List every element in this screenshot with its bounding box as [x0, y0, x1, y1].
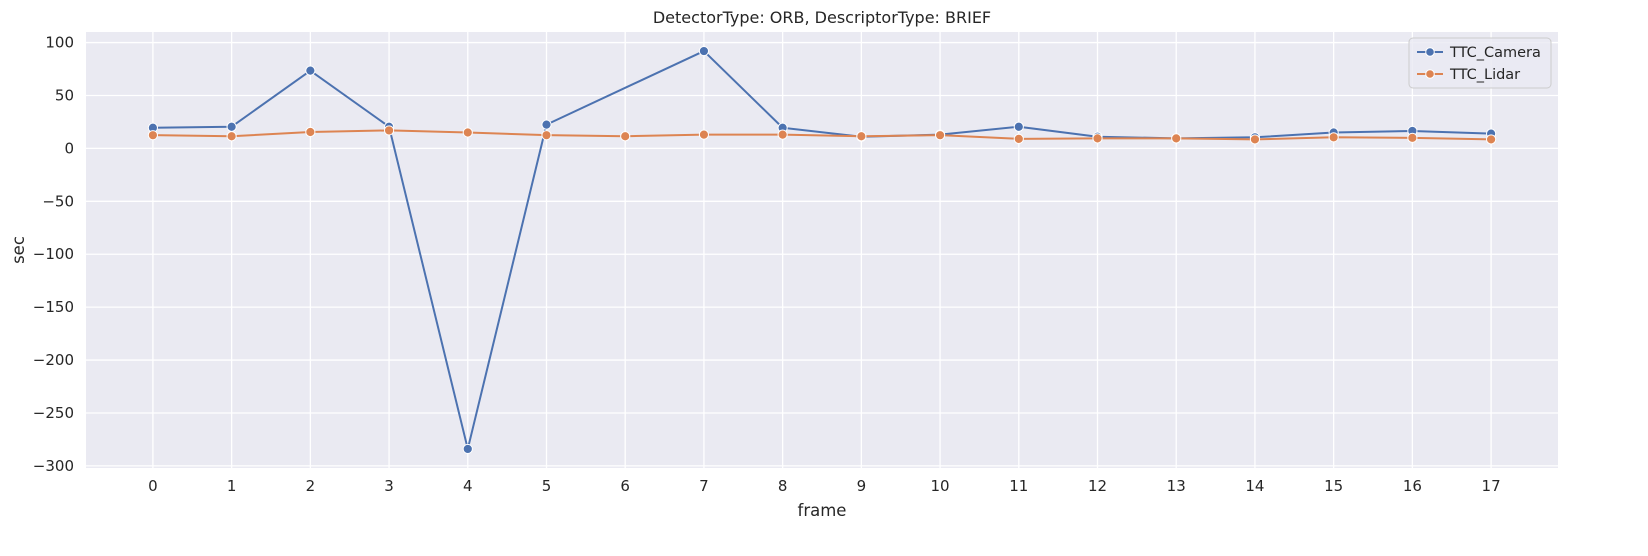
y-tick-label: 50	[55, 86, 74, 104]
y-tick-label: −100	[33, 245, 74, 263]
data-point	[856, 131, 867, 142]
y-tick-label: −200	[33, 351, 74, 369]
legend-item: TTC_Camera	[1417, 45, 1541, 61]
data-point	[1013, 121, 1024, 132]
x-tick-label: 15	[1324, 477, 1343, 495]
x-tick-label: 7	[699, 477, 709, 495]
x-tick-label: 4	[463, 477, 473, 495]
legend: TTC_Camera TTC_Lidar	[1408, 37, 1552, 89]
y-tick-label: −250	[33, 404, 74, 422]
legend-box	[1408, 37, 1552, 89]
grid	[86, 32, 1558, 468]
data-point	[1249, 134, 1261, 145]
data-point	[1407, 132, 1418, 143]
x-tick-label: 5	[542, 477, 552, 495]
legend-marker	[1425, 69, 1435, 79]
y-axis-label: sec	[9, 236, 28, 264]
data-point	[305, 65, 316, 76]
x-tick-label: 3	[384, 477, 394, 495]
x-tick-label: 14	[1245, 477, 1264, 495]
x-axis-ticks: 0 1 2 3 4 5 6 7 8 9 10 11 12 13 14 15 16 17	[148, 477, 1501, 495]
x-tick-label: 13	[1167, 477, 1186, 495]
x-tick-label: 0	[148, 477, 158, 495]
x-tick-label: 2	[306, 477, 316, 495]
x-tick-label: 9	[857, 477, 867, 495]
x-axis-label: frame	[798, 501, 847, 520]
x-tick-label: 8	[778, 477, 788, 495]
data-point	[541, 130, 552, 141]
legend-marker	[1425, 47, 1435, 57]
x-tick-label: 10	[931, 477, 950, 495]
chart-title: DetectorType: ORB, DescriptorType: BRIEF	[653, 8, 991, 27]
y-axis-ticks: 100 50 0 −50 −100 −150 −200 −250 −300	[33, 34, 74, 475]
series-ttc-lidar	[147, 125, 1497, 145]
data-point	[1328, 132, 1339, 143]
x-tick-label: 12	[1088, 477, 1107, 495]
data-point	[698, 45, 710, 57]
series-line	[152, 129, 1492, 141]
y-tick-label: −150	[33, 298, 74, 316]
x-tick-label: 17	[1482, 477, 1501, 495]
legend-label: TTC_Camera	[1449, 45, 1541, 61]
data-point	[777, 129, 788, 140]
data-point	[226, 121, 237, 132]
data-point	[1485, 134, 1497, 145]
data-point	[1171, 133, 1182, 144]
data-point	[305, 126, 316, 138]
y-tick-label: 0	[64, 139, 74, 157]
x-tick-label: 11	[1009, 477, 1028, 495]
data-point	[1013, 133, 1024, 144]
data-point	[620, 131, 631, 142]
x-tick-label: 1	[227, 477, 237, 495]
series-layer	[147, 45, 1497, 455]
data-point	[147, 130, 159, 141]
data-point	[383, 125, 395, 136]
data-point	[934, 130, 946, 141]
x-tick-label: 6	[620, 477, 630, 495]
y-tick-label: −300	[33, 457, 74, 475]
plot-area	[86, 32, 1558, 468]
data-point	[1092, 133, 1103, 144]
y-tick-label: −50	[42, 192, 74, 210]
data-point	[541, 119, 552, 130]
data-point	[462, 127, 473, 138]
legend-item: TTC_Lidar	[1417, 67, 1520, 83]
data-point	[462, 443, 473, 455]
x-tick-label: 16	[1403, 477, 1422, 495]
y-tick-label: 100	[45, 34, 74, 52]
data-point	[698, 129, 710, 140]
legend-label: TTC_Lidar	[1449, 67, 1520, 83]
data-point	[226, 131, 237, 142]
